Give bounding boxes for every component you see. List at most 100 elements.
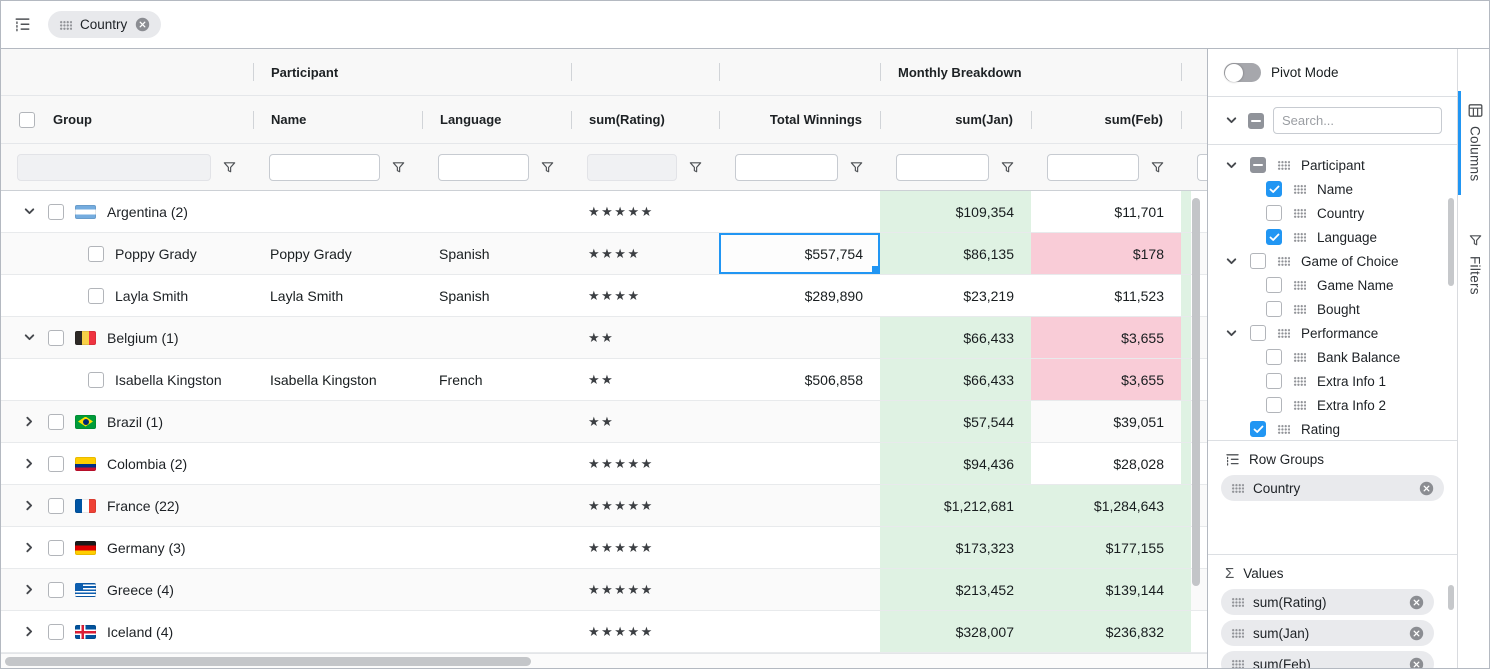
column-tree-item-bank-balance[interactable]: Bank Balance — [1208, 345, 1457, 369]
row-select-checkbox[interactable] — [88, 371, 104, 388]
rating-cell[interactable]: ★★ — [571, 359, 719, 400]
name-cell[interactable] — [253, 569, 422, 610]
group-cell[interactable]: Argentina (2) — [1, 191, 253, 232]
sum-jan-cell[interactable]: $328,007 — [880, 611, 1031, 652]
sum-jan-cell[interactable]: $23,219 — [880, 275, 1031, 316]
row-select-checkbox[interactable] — [48, 539, 64, 556]
rating-cell[interactable]: ★★★★ — [571, 233, 719, 274]
column-visibility-checkbox[interactable] — [1266, 229, 1282, 245]
column-tree-item-game-of-choice[interactable]: Game of Choice — [1208, 249, 1457, 273]
expand-group-chevron-icon[interactable] — [21, 540, 37, 556]
filter-menu-icon[interactable] — [687, 159, 703, 175]
remove-group-icon[interactable] — [135, 17, 150, 32]
group-cell[interactable]: Brazil (1) — [1, 401, 253, 442]
language-cell[interactable] — [422, 443, 571, 484]
column-tree-item-language[interactable]: Language — [1208, 225, 1457, 249]
language-cell[interactable]: Spanish — [422, 275, 571, 316]
name-cell[interactable]: Isabella Kingston — [253, 359, 422, 400]
column-visibility-checkbox[interactable] — [1266, 205, 1282, 221]
column-tree-item-country[interactable]: Country — [1208, 201, 1457, 225]
column-header-group[interactable]: Group — [1, 96, 253, 143]
sum-jan-cell[interactable]: $213,452 — [880, 569, 1031, 610]
expand-group-chevron-icon[interactable] — [21, 498, 37, 514]
header-group-monthly-breakdown[interactable]: Monthly Breakdown — [880, 49, 1181, 95]
sum-jan-cell[interactable]: $86,135 — [880, 233, 1031, 274]
expand-group-chevron-icon[interactable] — [21, 456, 37, 472]
filter-menu-icon[interactable] — [1149, 159, 1165, 175]
language-cell[interactable] — [422, 569, 571, 610]
row-select-checkbox[interactable] — [48, 497, 64, 514]
total-winnings-cell[interactable] — [719, 611, 880, 652]
sum-feb-cell[interactable]: $178 — [1031, 233, 1181, 274]
tree-collapse-chevron-icon[interactable] — [1223, 157, 1239, 173]
column-visibility-checkbox[interactable] — [1266, 349, 1282, 365]
total-winnings-cell[interactable] — [719, 569, 880, 610]
collapse-group-chevron-icon[interactable] — [21, 330, 37, 346]
group-cell[interactable]: Greece (4) — [1, 569, 253, 610]
column-tree-item-extra-info-1[interactable]: Extra Info 1 — [1208, 369, 1457, 393]
total-winnings-cell[interactable] — [719, 317, 880, 358]
row-select-checkbox[interactable] — [48, 203, 64, 220]
select-all-rows-checkbox[interactable] — [19, 111, 35, 128]
column-visibility-checkbox[interactable] — [1266, 277, 1282, 293]
name-cell[interactable] — [253, 191, 422, 232]
jan-filter-input[interactable] — [896, 153, 989, 181]
values-scrollbar-thumb[interactable] — [1448, 585, 1454, 610]
sum-jan-cell[interactable]: $109,354 — [880, 191, 1031, 232]
sum-feb-cell[interactable]: $139,144 — [1031, 569, 1181, 610]
chip-country[interactable]: Country — [1221, 475, 1444, 501]
expand-group-chevron-icon[interactable] — [21, 414, 37, 430]
total-winnings-cell[interactable] — [719, 401, 880, 442]
row-select-checkbox[interactable] — [48, 329, 64, 346]
column-visibility-checkbox[interactable] — [1250, 253, 1266, 269]
remove-icon[interactable] — [1409, 626, 1424, 641]
column-header-feb[interactable]: sum(Feb) — [1031, 96, 1181, 143]
chip-sum-rating[interactable]: sum(Rating) — [1221, 589, 1434, 615]
group-cell[interactable]: Poppy Grady — [1, 233, 253, 274]
total-winnings-cell[interactable] — [719, 527, 880, 568]
sum-feb-cell[interactable]: $28,028 — [1031, 443, 1181, 484]
column-tree-item-game-name[interactable]: Game Name — [1208, 273, 1457, 297]
rating-cell[interactable]: ★★★★ — [571, 275, 719, 316]
row-select-checkbox[interactable] — [48, 623, 64, 640]
feb-filter-input[interactable] — [1047, 153, 1139, 181]
language-cell[interactable] — [422, 485, 571, 526]
chip-sum-jan[interactable]: sum(Jan) — [1221, 620, 1434, 646]
group-cell[interactable]: France (22) — [1, 485, 253, 526]
group-chip-country[interactable]: Country — [48, 11, 162, 38]
select-all-columns-checkbox[interactable] — [1248, 112, 1264, 129]
column-header-language[interactable]: Language — [422, 96, 571, 143]
language-cell[interactable]: Spanish — [422, 233, 571, 274]
expand-group-chevron-icon[interactable] — [21, 624, 37, 640]
language-cell[interactable] — [422, 317, 571, 358]
row-select-checkbox[interactable] — [48, 455, 64, 472]
sum-feb-cell[interactable]: $236,832 — [1031, 611, 1181, 652]
name-cell[interactable] — [253, 485, 422, 526]
row-select-checkbox[interactable] — [88, 245, 104, 262]
filter-menu-icon[interactable] — [390, 159, 406, 175]
group-cell[interactable]: Isabella Kingston — [1, 359, 253, 400]
row-select-checkbox[interactable] — [88, 287, 104, 304]
column-visibility-checkbox[interactable] — [1250, 157, 1266, 173]
sum-feb-cell[interactable]: $1,284,643 — [1031, 485, 1181, 526]
sum-feb-cell[interactable]: $11,523 — [1031, 275, 1181, 316]
language-filter-input[interactable] — [438, 153, 529, 181]
sum-feb-cell[interactable]: $39,051 — [1031, 401, 1181, 442]
language-cell[interactable] — [422, 401, 571, 442]
column-tree-item-rating[interactable]: Rating — [1208, 417, 1457, 440]
horizontal-scrollbar-thumb[interactable] — [5, 657, 531, 666]
rating-cell[interactable]: ★★ — [571, 317, 719, 358]
total-winnings-cell[interactable]: $557,754 — [719, 233, 880, 274]
group-cell[interactable]: Germany (3) — [1, 527, 253, 568]
name-cell[interactable] — [253, 401, 422, 442]
language-cell[interactable] — [422, 191, 571, 232]
column-visibility-checkbox[interactable] — [1266, 301, 1282, 317]
language-cell[interactable]: French — [422, 359, 571, 400]
tab-filters[interactable]: Filters — [1458, 221, 1489, 309]
rating-cell[interactable]: ★★ — [571, 401, 719, 442]
filter-menu-icon[interactable] — [848, 159, 864, 175]
sum-jan-cell[interactable]: $173,323 — [880, 527, 1031, 568]
group-cell[interactable]: Belgium (1) — [1, 317, 253, 358]
column-tree-item-performance[interactable]: Performance — [1208, 321, 1457, 345]
horizontal-scrollbar[interactable] — [1, 653, 1207, 668]
